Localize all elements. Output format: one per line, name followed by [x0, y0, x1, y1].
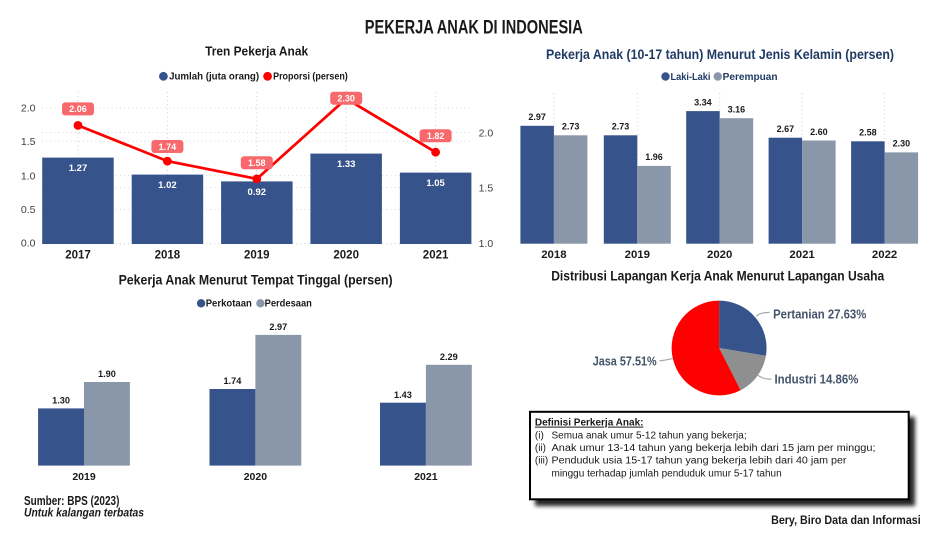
- svg-text:0.5: 0.5: [21, 204, 36, 216]
- svg-text:2.73: 2.73: [562, 122, 580, 132]
- svg-text:2.60: 2.60: [810, 127, 828, 137]
- svg-text:2019: 2019: [625, 249, 650, 261]
- svg-text:PEKERJA ANAK DI INDONESIA: PEKERJA ANAK DI INDONESIA: [365, 18, 583, 39]
- svg-text:Untuk kalangan terbatas: Untuk kalangan terbatas: [24, 506, 144, 520]
- svg-text:1.82: 1.82: [427, 131, 445, 141]
- svg-text:1.0: 1.0: [21, 170, 36, 182]
- svg-text:Tren Pekerja Anak: Tren Pekerja Anak: [205, 45, 308, 59]
- svg-text:Semua anak umur 5-12 tahun yan: Semua anak umur 5-12 tahun yang bekerja;: [552, 430, 747, 441]
- svg-text:1.5: 1.5: [479, 182, 494, 194]
- svg-text:2020: 2020: [707, 249, 732, 261]
- svg-text:Perempuan: Perempuan: [723, 71, 778, 83]
- svg-text:2.97: 2.97: [528, 112, 546, 122]
- svg-text:(ii): (ii): [535, 443, 546, 454]
- svg-text:1.30: 1.30: [52, 396, 70, 406]
- svg-text:1.96: 1.96: [645, 152, 663, 162]
- svg-text:2.06: 2.06: [69, 104, 87, 114]
- svg-text:1.33: 1.33: [337, 159, 356, 170]
- svg-text:2019: 2019: [72, 471, 96, 483]
- svg-text:2021: 2021: [414, 471, 438, 483]
- svg-text:Perkotaan: Perkotaan: [206, 297, 252, 309]
- svg-text:Distribusi Lapangan Kerja Anak: Distribusi Lapangan Kerja Anak Menurut L…: [551, 268, 884, 284]
- svg-text:Sumber: BPS (2023): Sumber: BPS (2023): [24, 493, 119, 508]
- svg-text:Pekerja Anak (10-17 tahun) Men: Pekerja Anak (10-17 tahun) Menurut Jenis…: [546, 46, 894, 62]
- svg-text:Jumlah (juta orang): Jumlah (juta orang): [169, 71, 259, 83]
- svg-text:(i): (i): [535, 430, 544, 441]
- svg-text:Perdesaan: Perdesaan: [265, 297, 312, 309]
- svg-text:2.73: 2.73: [612, 122, 630, 132]
- svg-text:2.30: 2.30: [893, 139, 911, 149]
- svg-text:2.0: 2.0: [21, 103, 36, 115]
- svg-text:Proporsi (persen): Proporsi (persen): [273, 71, 348, 83]
- svg-text:3.34: 3.34: [694, 97, 712, 107]
- svg-text:Industri 14.86%: Industri 14.86%: [775, 372, 859, 387]
- svg-text:1.05: 1.05: [426, 178, 445, 189]
- svg-text:2.58: 2.58: [859, 128, 877, 138]
- svg-text:1.90: 1.90: [98, 369, 116, 379]
- svg-text:1.58: 1.58: [248, 158, 266, 168]
- svg-text:2018: 2018: [541, 249, 566, 261]
- svg-text:2.0: 2.0: [479, 127, 494, 139]
- svg-text:2020: 2020: [244, 471, 268, 483]
- svg-text:Pekerja Anak Menurut Tempat Ti: Pekerja Anak Menurut Tempat Tinggal (per…: [119, 272, 393, 288]
- svg-text:(iii): (iii): [535, 456, 548, 467]
- svg-text:Jasa 57.51%: Jasa 57.51%: [593, 353, 657, 368]
- svg-text:1.02: 1.02: [158, 180, 177, 191]
- svg-text:2017: 2017: [65, 250, 91, 262]
- svg-text:Pertanian 27.63%: Pertanian 27.63%: [773, 307, 867, 322]
- svg-text:2021: 2021: [789, 249, 815, 261]
- svg-text:2021: 2021: [423, 250, 449, 262]
- svg-text:1.43: 1.43: [394, 390, 412, 400]
- svg-text:Penduduk usia 15-17 tahun yang: Penduduk usia 15-17 tahun yang bekerja l…: [552, 456, 848, 467]
- svg-text:2018: 2018: [155, 250, 181, 262]
- svg-text:2.29: 2.29: [440, 352, 458, 362]
- svg-text:Anak umur 13-14 tahun yang bek: Anak umur 13-14 tahun yang bekerja lebih…: [552, 443, 876, 454]
- svg-text:2.30: 2.30: [337, 94, 355, 104]
- svg-text:2022: 2022: [872, 249, 897, 261]
- svg-text:1.74: 1.74: [224, 376, 243, 386]
- svg-text:1.27: 1.27: [69, 163, 88, 174]
- svg-text:1.5: 1.5: [21, 136, 36, 148]
- svg-text:2.67: 2.67: [777, 124, 795, 134]
- svg-text:1.0: 1.0: [479, 238, 494, 250]
- svg-text:Laki-Laki: Laki-Laki: [671, 71, 711, 83]
- svg-text:3.16: 3.16: [728, 105, 746, 115]
- svg-text:Bery, Biro Data dan Informasi: Bery, Biro Data dan Informasi: [771, 513, 921, 527]
- svg-text:2019: 2019: [244, 250, 270, 262]
- svg-text:1.74: 1.74: [159, 142, 177, 152]
- svg-text:0.92: 0.92: [248, 187, 267, 198]
- svg-text:Definisi Perkerja Anak:: Definisi Perkerja Anak:: [535, 418, 644, 429]
- svg-text:0.0: 0.0: [21, 237, 36, 249]
- svg-text:2.97: 2.97: [269, 322, 287, 332]
- svg-text:2020: 2020: [333, 250, 359, 262]
- svg-text:minggu terhadap jumlah pendudu: minggu terhadap jumlah penduduk umur 5-1…: [552, 468, 782, 479]
